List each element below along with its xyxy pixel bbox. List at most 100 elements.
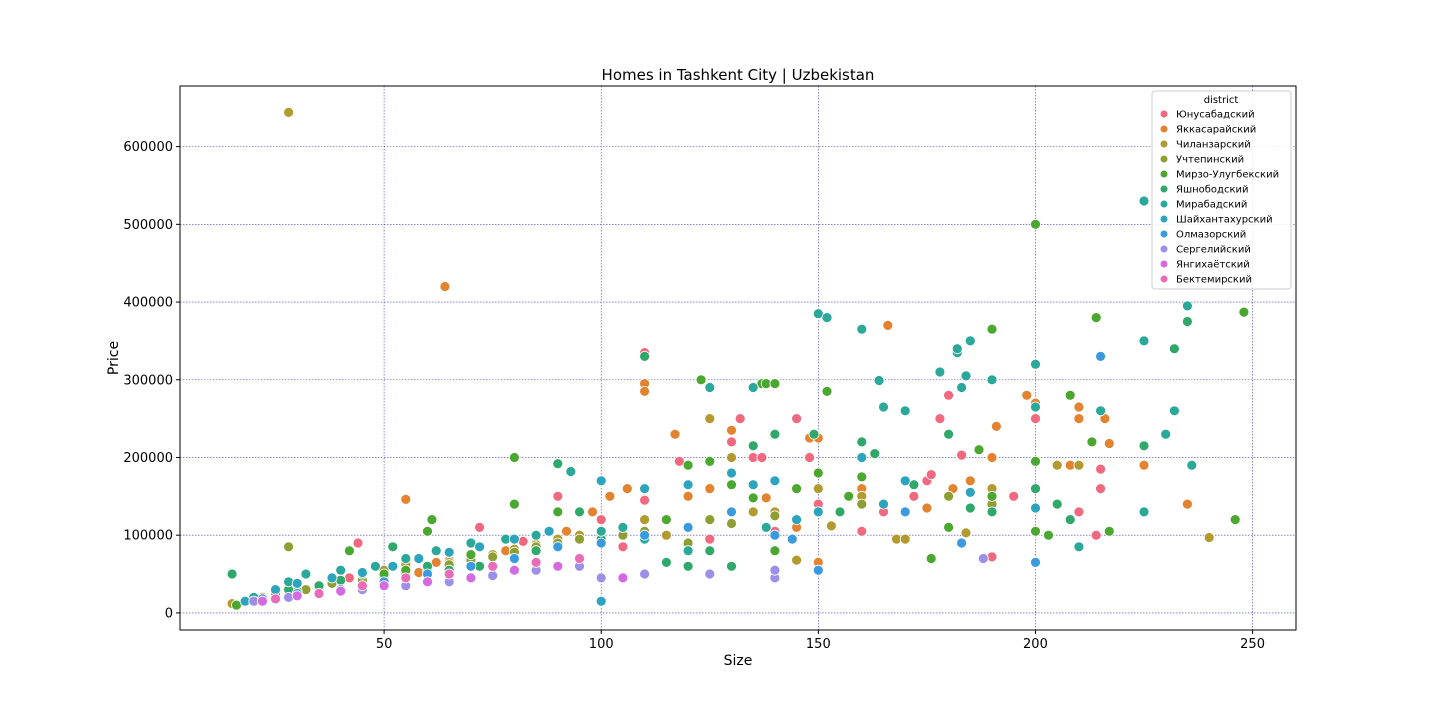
data-point [1086, 436, 1098, 448]
x-tick-label: 50 [376, 637, 393, 652]
legend-entry: Яккасарайский [1176, 125, 1256, 136]
series-7 [248, 195, 1198, 603]
data-point [465, 560, 477, 572]
legend-marker [1159, 109, 1169, 119]
data-point [986, 506, 998, 518]
data-point [1051, 498, 1063, 510]
data-point [1169, 405, 1180, 417]
data-point [639, 350, 650, 362]
data-point [726, 424, 737, 436]
legend-frame [1151, 90, 1292, 290]
data-point [769, 378, 781, 390]
data-point [639, 385, 650, 397]
data-point [270, 584, 281, 595]
data-point [270, 593, 281, 605]
data-point [925, 553, 937, 564]
data-point [856, 471, 868, 483]
data-point [617, 522, 629, 533]
data-point [413, 553, 425, 564]
data-point [226, 568, 238, 580]
data-point [387, 541, 399, 553]
data-point [291, 590, 303, 602]
x-tick-label: 150 [806, 637, 831, 652]
data-point [561, 525, 572, 537]
data-point [1138, 440, 1150, 452]
data-point [1064, 389, 1076, 401]
data-point [574, 506, 585, 518]
data-point [986, 374, 998, 386]
data-point [283, 107, 295, 118]
data-point [565, 466, 577, 477]
legend-entry: Мирзо-Улугбекский [1176, 170, 1279, 181]
data-point [899, 506, 911, 518]
data-point [474, 541, 486, 553]
legend-marker [1159, 274, 1169, 284]
series-8 [239, 452, 1041, 607]
data-point [552, 458, 564, 470]
data-point [1203, 532, 1215, 543]
data-point [639, 568, 650, 580]
legend-entry: Шайхантахурский [1176, 215, 1273, 226]
data-point [621, 483, 633, 495]
data-point [552, 541, 564, 553]
data-point [1073, 459, 1085, 471]
data-point [934, 366, 946, 378]
legend-entry: Яшнободский [1176, 185, 1249, 196]
legend-marker [1159, 229, 1169, 239]
legend-marker [1159, 214, 1169, 224]
data-point [1090, 312, 1102, 324]
data-point [704, 514, 716, 525]
data-point [1103, 438, 1115, 449]
data-point [682, 479, 694, 491]
data-point [509, 564, 520, 576]
legend-entry: Бектемирский [1176, 275, 1252, 286]
data-point [682, 560, 694, 572]
data-point [283, 541, 295, 553]
data-point [821, 385, 833, 397]
data-point [682, 459, 694, 471]
data-point [964, 502, 976, 514]
data-point [977, 553, 989, 564]
data-point [747, 382, 759, 393]
data-point [704, 455, 716, 467]
data-point [617, 572, 629, 584]
data-point [1229, 514, 1241, 525]
data-point [812, 483, 824, 495]
data-point [812, 506, 824, 518]
data-point [726, 518, 737, 529]
legend-entry: Сергелийский [1176, 245, 1251, 256]
data-point [943, 389, 954, 401]
data-point [595, 537, 607, 549]
data-point [964, 475, 976, 487]
legend-entry: Чиланзарский [1176, 140, 1251, 151]
data-point [1030, 358, 1041, 370]
data-point [704, 568, 716, 580]
data-point [704, 483, 716, 495]
data-point [530, 557, 542, 568]
legend: district Юнусабадский Яккасарайский Чиланз… [1151, 90, 1292, 290]
y-tick-label: 500000 [123, 218, 173, 233]
data-point [1138, 459, 1150, 471]
data-point [552, 560, 564, 572]
data-point [856, 452, 868, 463]
chart-title: Homes in Tashkent City | Uzbekistan [602, 66, 875, 84]
data-point [747, 492, 759, 504]
data-point [791, 554, 802, 566]
data-point [973, 444, 985, 456]
data-point [769, 545, 781, 557]
series-9 [257, 350, 1106, 605]
data-point [430, 545, 442, 557]
data-point [661, 529, 672, 541]
data-point [439, 281, 451, 292]
data-point [704, 533, 716, 545]
legend-entry: Янгихаётский [1176, 260, 1250, 271]
data-point [300, 568, 312, 580]
data-point [604, 490, 616, 502]
data-point [986, 323, 998, 335]
legend-marker [1159, 169, 1169, 179]
data-point [760, 492, 772, 504]
data-point [769, 529, 781, 541]
data-point [257, 595, 268, 607]
data-point [812, 467, 824, 479]
legend-entry: Олмазорский [1176, 230, 1246, 241]
